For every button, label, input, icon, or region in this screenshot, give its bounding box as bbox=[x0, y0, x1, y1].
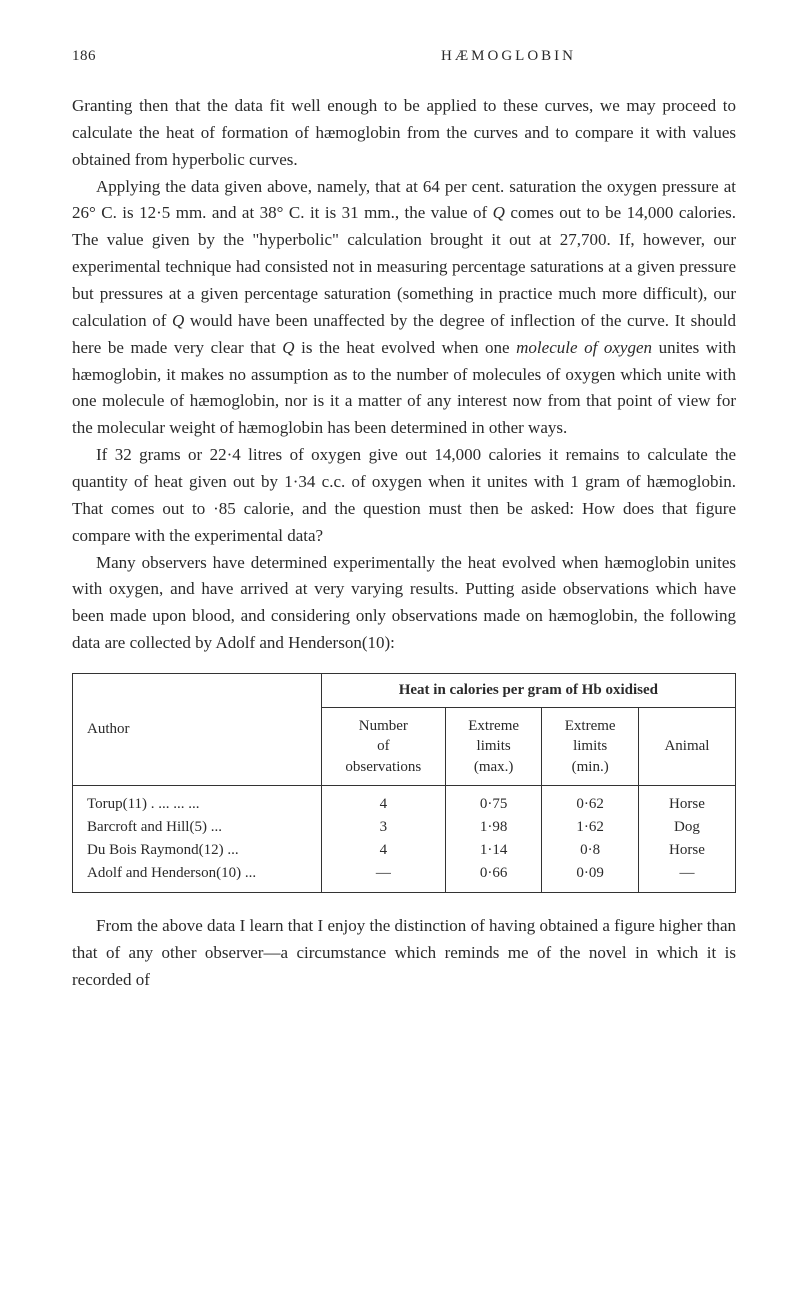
data-cell: — bbox=[638, 862, 735, 892]
page-header: 186 HÆMOGLOBIN bbox=[72, 48, 736, 65]
table-row: Du Bois Raymond(12) ... 4 1·14 0·8 Horse bbox=[73, 839, 735, 862]
spanning-header: Heat in calories per gram of Hb oxidised bbox=[321, 674, 735, 708]
table-row: Barcroft and Hill(5) ... 3 1·98 1·62 Dog bbox=[73, 816, 735, 839]
author-cell: Torup(11) . ... ... ... bbox=[73, 785, 321, 816]
italic-phrase: molecule of oxygen bbox=[516, 338, 652, 357]
author-cell: Adolf and Henderson(10) ... bbox=[73, 862, 321, 892]
data-table: Author Heat in calories per gram of Hb o… bbox=[72, 673, 736, 893]
table-row: Torup(11) . ... ... ... 4 0·75 0·62 Hors… bbox=[73, 785, 735, 816]
author-cell: Du Bois Raymond(12) ... bbox=[73, 839, 321, 862]
data-cell: 0·09 bbox=[542, 862, 639, 892]
data-cell: 0·66 bbox=[445, 862, 542, 892]
data-cell: 4 bbox=[321, 785, 445, 816]
variable-q: Q bbox=[172, 311, 184, 330]
data-cell: 1·98 bbox=[445, 816, 542, 839]
data-cell: Horse bbox=[638, 785, 735, 816]
table-body: Torup(11) . ... ... ... 4 0·75 0·62 Hors… bbox=[73, 785, 735, 892]
data-cell: Horse bbox=[638, 839, 735, 862]
paragraph-2: Applying the data given above, namely, t… bbox=[72, 174, 736, 443]
body-text-after: From the above data I learn that I enjoy… bbox=[72, 913, 736, 994]
variable-q: Q bbox=[282, 338, 294, 357]
column-header-max: Extremelimits(max.) bbox=[445, 708, 542, 786]
data-cell: 1·14 bbox=[445, 839, 542, 862]
author-cell: Barcroft and Hill(5) ... bbox=[73, 816, 321, 839]
data-cell: Dog bbox=[638, 816, 735, 839]
data-cell: 4 bbox=[321, 839, 445, 862]
paragraph-3: If 32 grams or 22·4 litres of oxygen giv… bbox=[72, 442, 736, 549]
paragraph-5: From the above data I learn that I enjoy… bbox=[72, 913, 736, 994]
page-number: 186 bbox=[72, 48, 96, 65]
data-cell: 0·8 bbox=[542, 839, 639, 862]
paragraph-4: Many observers have determined experimen… bbox=[72, 550, 736, 657]
data-cell: 1·62 bbox=[542, 816, 639, 839]
header-title: HÆMOGLOBIN bbox=[441, 48, 576, 65]
column-header-number: Numberofobservations bbox=[321, 708, 445, 786]
column-header-animal: Animal bbox=[638, 708, 735, 786]
data-cell: — bbox=[321, 862, 445, 892]
data-cell: 0·75 bbox=[445, 785, 542, 816]
paragraph-1: Granting then that the data fit well eno… bbox=[72, 93, 736, 174]
column-header-author: Author bbox=[73, 674, 321, 785]
column-header-min: Extremelimits(min.) bbox=[542, 708, 639, 786]
table-row: Adolf and Henderson(10) ... — 0·66 0·09 … bbox=[73, 862, 735, 892]
body-text: Granting then that the data fit well eno… bbox=[72, 93, 736, 657]
data-cell: 0·62 bbox=[542, 785, 639, 816]
data-cell: 3 bbox=[321, 816, 445, 839]
variable-q: Q bbox=[493, 203, 505, 222]
